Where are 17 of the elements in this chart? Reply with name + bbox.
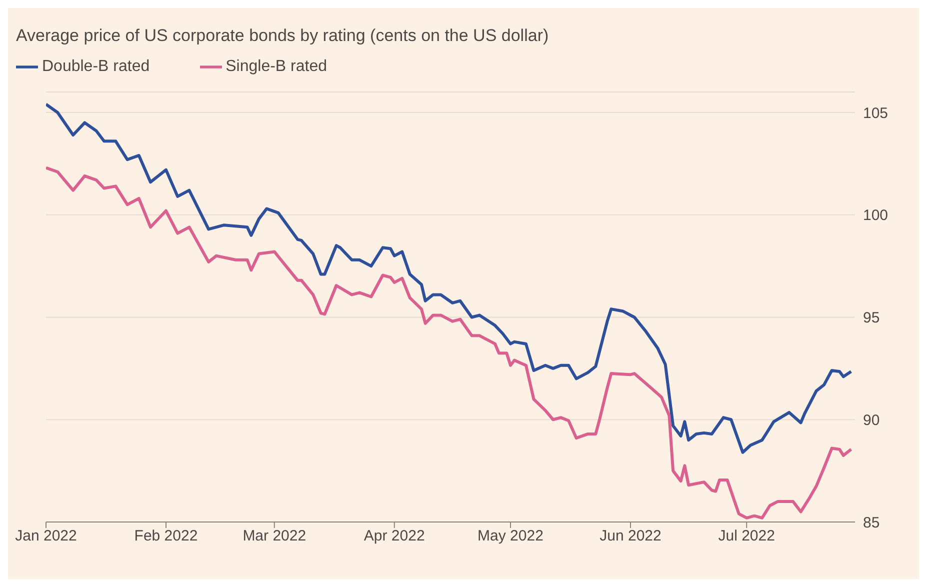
x-tick-label: Jan 2022 <box>15 528 77 545</box>
y-tick-label: 90 <box>863 412 880 429</box>
line-series <box>46 102 853 454</box>
chart-title: Average price of US corporate bonds by rating (cents on the US dollar) <box>16 26 549 46</box>
x-tick-label: Mar 2022 <box>242 528 306 545</box>
x-tick-label: Jul 2022 <box>718 528 775 545</box>
x-tick-label: Jun 2022 <box>600 528 662 545</box>
legend-label: Double-B rated <box>42 58 150 76</box>
y-tick-label: 105 <box>863 104 888 122</box>
line-series <box>46 166 853 520</box>
x-tick-label: Apr 2022 <box>364 528 425 545</box>
y-tick-label: 95 <box>863 310 880 327</box>
y-tick-label: 85 <box>863 514 880 532</box>
legend-label: Single-B rated <box>226 58 328 76</box>
x-tick-label: Feb 2022 <box>134 528 198 545</box>
y-tick-label: 100 <box>863 207 888 224</box>
x-tick-label: May 2022 <box>478 528 544 545</box>
